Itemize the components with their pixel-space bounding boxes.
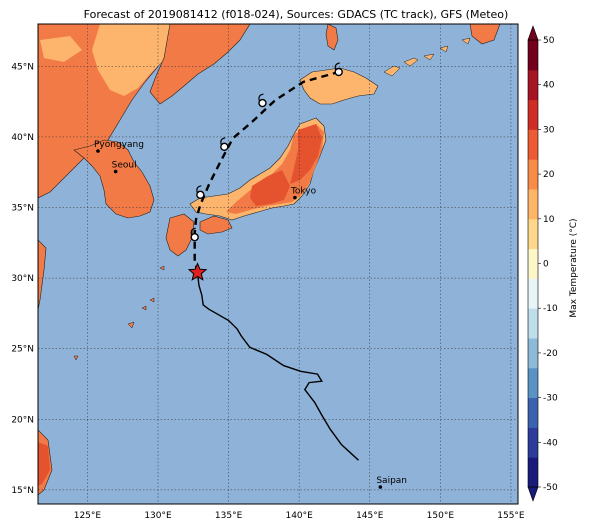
lat-tick-label: 15°N bbox=[11, 486, 34, 496]
lon-tick-label: 130°E bbox=[144, 511, 172, 521]
colorbar-tick-label: -40 bbox=[543, 438, 558, 448]
land-shikoku bbox=[199, 215, 233, 235]
city-label: Seoul bbox=[112, 161, 137, 171]
colorbar-segment bbox=[528, 218, 538, 250]
map-frame bbox=[37, 23, 519, 505]
colorbar-tick-label: 50 bbox=[543, 36, 555, 46]
land-honshu-hot bbox=[290, 124, 322, 184]
land-sakhalin bbox=[325, 24, 339, 51]
colorbar-segment bbox=[528, 397, 538, 428]
lat-tick-label: 40°N bbox=[11, 133, 34, 143]
colorbar-segment bbox=[528, 308, 538, 339]
map-title: Forecast of 2019081412 (f018-024), Sourc… bbox=[83, 8, 509, 21]
city-marker bbox=[96, 149, 100, 153]
colorbar-segment bbox=[528, 99, 538, 130]
forecast-position-marker bbox=[220, 142, 229, 152]
colorbar-tick-label: 40 bbox=[543, 81, 555, 91]
land-china-south-hot bbox=[38, 442, 50, 486]
land-china-coast bbox=[38, 239, 47, 311]
city-label: Tokyo bbox=[290, 187, 317, 197]
current-position-star-icon bbox=[187, 262, 208, 281]
cyclone-symbol-arm bbox=[190, 227, 196, 236]
lon-tick-label: 140°E bbox=[285, 511, 313, 521]
land-kuril-islands bbox=[383, 37, 471, 77]
land-russia-far-east bbox=[149, 24, 251, 105]
lon-tick-label: 155°E bbox=[497, 511, 525, 521]
lon-tick-label: 125°E bbox=[74, 511, 102, 521]
cyclone-symbol-arm bbox=[258, 93, 264, 102]
colorbar-max-extend bbox=[527, 25, 539, 41]
colorbar: 50 40 30 20 10 0 -10 -20 -30 -40 -50 bbox=[527, 25, 558, 502]
city-marker bbox=[378, 485, 383, 489]
colorbar-segment bbox=[528, 338, 538, 369]
city-label: Saipan bbox=[376, 476, 407, 486]
land-korea bbox=[73, 139, 155, 219]
colorbar-tick-label: -20 bbox=[543, 349, 558, 359]
city-label: Pyongyang bbox=[94, 140, 144, 150]
land-kanto-hot bbox=[250, 170, 290, 206]
lon-tick-label: 145°E bbox=[356, 511, 384, 521]
forecast-position-marker bbox=[258, 98, 267, 108]
colorbar-segment bbox=[528, 457, 538, 488]
forecast-position-marker bbox=[190, 232, 199, 242]
colorbar-tick-label: -30 bbox=[543, 394, 558, 404]
past-cyclone-track bbox=[196, 272, 359, 461]
colorbar-tick-label: 20 bbox=[543, 170, 555, 180]
colorbar-tick-label: 0 bbox=[543, 260, 549, 270]
colorbar-label: Max Temperature (°C) bbox=[569, 218, 579, 317]
land-kamchatka-tip bbox=[469, 24, 501, 45]
lon-tick-label: 150°E bbox=[427, 511, 455, 521]
cyclone-symbol-arm bbox=[196, 185, 202, 194]
land-kyushu bbox=[165, 213, 195, 257]
colorbar-segment bbox=[528, 159, 538, 190]
cyclone-symbol-arm bbox=[220, 137, 226, 146]
land-asia-cool-region-2 bbox=[40, 36, 82, 62]
colorbar-tick-label: -50 bbox=[543, 483, 558, 493]
city-marker bbox=[293, 195, 297, 200]
forecast-position-marker bbox=[196, 190, 205, 200]
forecast-position-marker bbox=[334, 67, 343, 77]
cyclone-symbol-arm bbox=[334, 62, 340, 71]
city-marker bbox=[113, 169, 118, 174]
lat-tick-label: 20°N bbox=[11, 415, 34, 425]
colorbar-segment bbox=[528, 248, 538, 279]
lon-tick-label: 135°E bbox=[215, 511, 243, 521]
colorbar-segment bbox=[528, 278, 538, 309]
colorbar-min-extend bbox=[527, 486, 539, 502]
land-small-islands bbox=[73, 265, 165, 361]
lat-tick-label: 35°N bbox=[11, 204, 34, 214]
colorbar-segment bbox=[528, 427, 538, 458]
forecast-cyclone-track bbox=[193, 70, 340, 273]
colorbar-segment bbox=[528, 367, 538, 399]
colorbar-tick-label: 30 bbox=[543, 125, 555, 135]
colorbar-tick-label: 10 bbox=[543, 215, 555, 225]
lat-tick-label: 30°N bbox=[11, 274, 34, 284]
land-hokkaido bbox=[299, 67, 379, 105]
colorbar-segment bbox=[528, 129, 538, 160]
colorbar-segment bbox=[528, 40, 538, 71]
lat-tick-label: 45°N bbox=[11, 62, 34, 72]
colorbar-segment bbox=[528, 69, 538, 101]
lat-tick-label: 25°N bbox=[11, 345, 34, 355]
colorbar-tick-label: -10 bbox=[543, 304, 558, 314]
colorbar-segment bbox=[528, 189, 538, 220]
